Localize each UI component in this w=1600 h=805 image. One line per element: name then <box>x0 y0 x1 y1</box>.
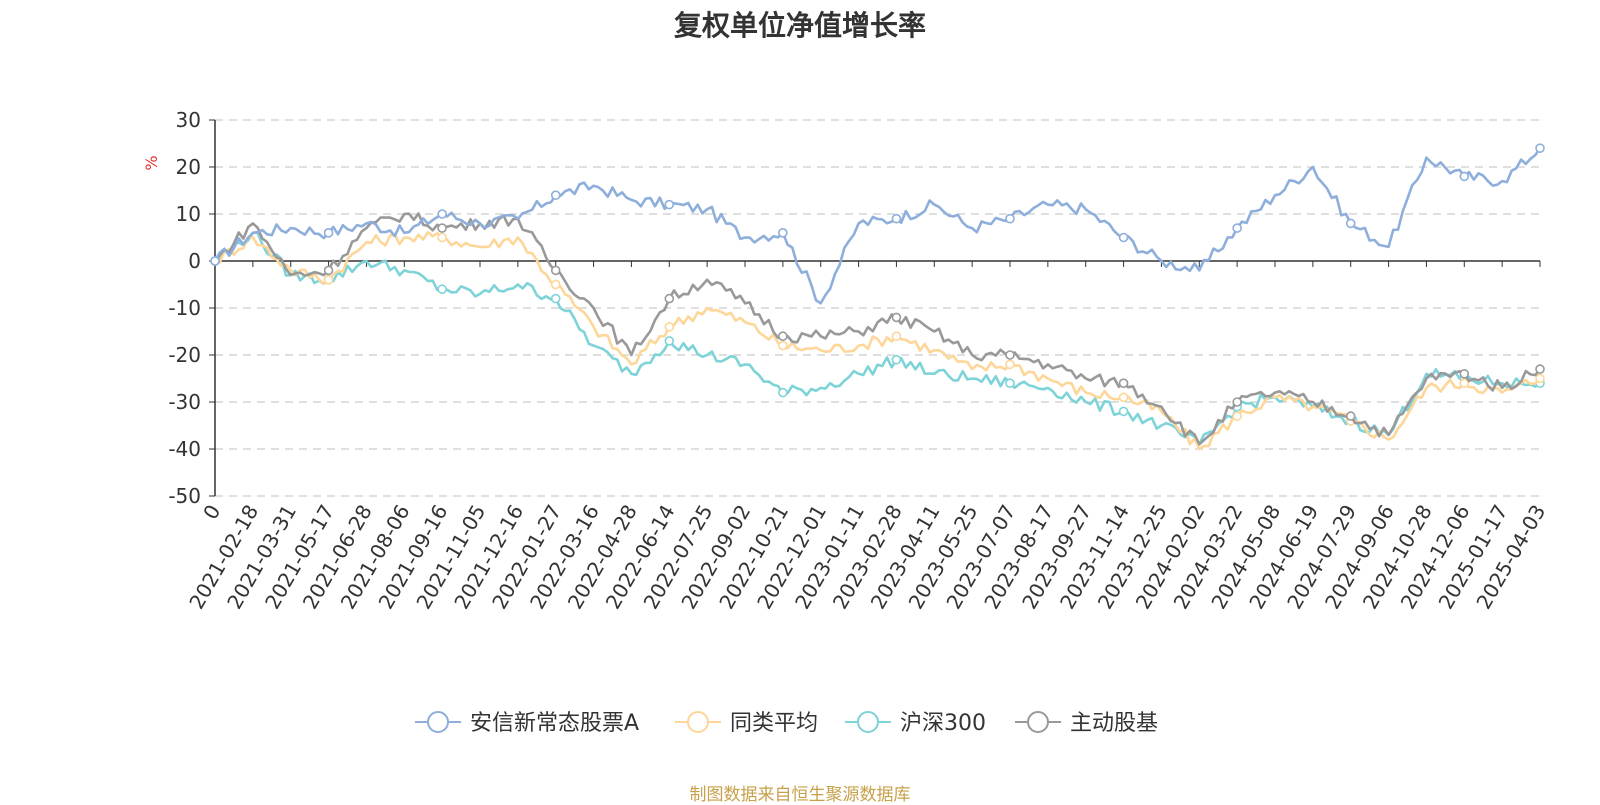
grid-layer <box>215 119 1540 497</box>
data-point <box>1535 364 1545 374</box>
legend-marker <box>687 711 709 733</box>
y-tick-label: -30 <box>168 390 201 414</box>
data-point <box>664 321 675 332</box>
chart-title: 复权单位净值增长率 <box>673 9 926 42</box>
axis-layer: 3020100-10-20-30-40-50%02021-02-182021-0… <box>142 108 1550 613</box>
legend-item[interactable]: 主动股基 <box>1015 711 1158 736</box>
data-point <box>437 223 447 233</box>
data-point <box>664 293 675 304</box>
legend-label: 同类平均 <box>730 711 818 736</box>
y-tick-label: 20 <box>176 155 201 179</box>
data-point <box>1118 378 1129 389</box>
legend-marker <box>857 711 879 733</box>
series-line <box>213 212 1542 446</box>
data-point <box>437 209 447 219</box>
data-point <box>778 340 788 351</box>
data-point <box>1535 143 1545 153</box>
data-point <box>1005 213 1015 224</box>
data-point <box>1005 359 1015 370</box>
data-point <box>664 336 675 346</box>
data-point <box>1459 378 1470 389</box>
data-point <box>1005 350 1015 360</box>
data-point <box>1118 392 1129 403</box>
data-point <box>778 331 788 342</box>
data-point <box>550 279 561 290</box>
y-tick-label: -50 <box>168 484 201 508</box>
source-note: 制图数据来自恒生聚源数据库 <box>689 785 911 805</box>
data-point <box>778 387 788 398</box>
data-point <box>1232 411 1242 421</box>
legend-marker <box>427 711 449 733</box>
data-point <box>891 312 902 323</box>
y-axis-label: % <box>142 155 161 170</box>
legend-marker <box>1027 711 1049 733</box>
legend-label: 安信新常态股票A <box>470 711 639 736</box>
data-point <box>891 213 902 224</box>
data-point <box>1118 232 1129 243</box>
legend-item[interactable]: 沪深300 <box>845 711 986 736</box>
legend-item[interactable]: 安信新常态股票A <box>415 711 639 736</box>
data-point <box>1232 397 1242 407</box>
y-tick-label: -10 <box>168 296 201 320</box>
y-tick-label: 30 <box>176 108 201 132</box>
data-point <box>323 265 334 276</box>
legend-label: 沪深300 <box>900 711 986 736</box>
y-tick-label: -20 <box>168 343 201 367</box>
data-point <box>550 190 561 200</box>
data-point <box>1459 171 1470 182</box>
data-point <box>664 199 675 210</box>
series-line <box>214 230 1541 451</box>
legend[interactable]: 安信新常态股票A 同类平均 沪深300 主动股基 <box>415 711 1158 736</box>
data-point <box>210 256 220 266</box>
series-layer <box>210 143 1545 451</box>
data-point <box>550 293 561 304</box>
x-tick-label: 0 <box>198 501 225 524</box>
data-point <box>437 232 447 243</box>
data-point <box>891 354 902 365</box>
legend-item[interactable]: 同类平均 <box>675 711 818 736</box>
data-point <box>1535 373 1545 384</box>
y-tick-label: 10 <box>176 202 201 226</box>
data-point <box>550 265 561 276</box>
series-line <box>213 147 1542 305</box>
data-point <box>1005 378 1015 389</box>
data-point <box>1345 411 1356 421</box>
data-point <box>1118 406 1129 417</box>
data-point <box>1345 218 1356 229</box>
data-point <box>778 228 788 238</box>
y-tick-label: -40 <box>168 437 201 461</box>
data-point <box>1459 368 1470 379</box>
y-tick-label: 0 <box>188 249 201 273</box>
data-point <box>437 284 447 295</box>
data-point <box>891 331 902 342</box>
data-point <box>323 274 334 285</box>
data-point <box>323 228 334 238</box>
data-point <box>1232 223 1242 233</box>
legend-label: 主动股基 <box>1070 711 1158 736</box>
